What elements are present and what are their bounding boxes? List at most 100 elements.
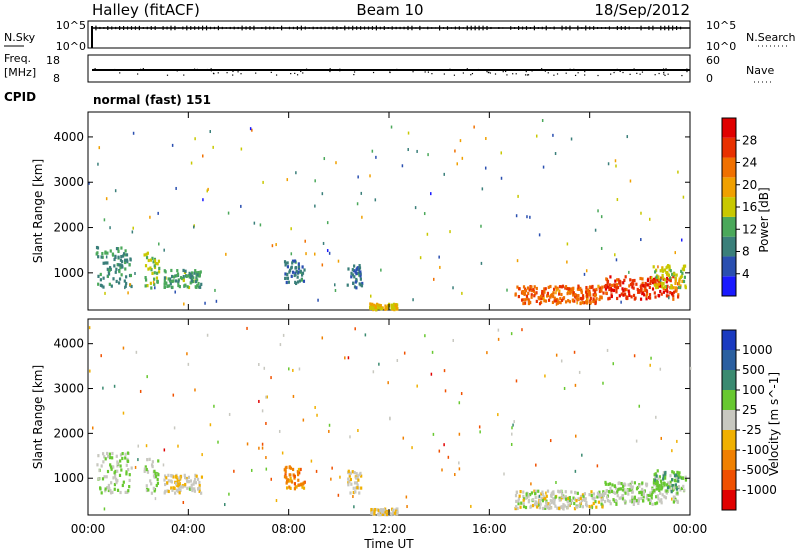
nave-sample [296, 74, 299, 76]
range-gate-cell [391, 511, 394, 515]
range-gate-cell [637, 499, 641, 503]
range-gate-cell [669, 285, 672, 290]
nave-sample [193, 68, 196, 70]
range-gate-cell [628, 284, 631, 288]
range-gate-cell [153, 277, 156, 281]
range-gate-cell [682, 279, 686, 284]
range-gate-cell [550, 492, 554, 496]
range-gate-cell [662, 281, 665, 286]
range-gate-cell [170, 486, 173, 490]
range-gate-cell [104, 261, 107, 265]
range-gate-cell [164, 270, 167, 274]
range-gate-cell [194, 269, 197, 273]
range-gate-cell [458, 467, 461, 471]
range-gate-cell [284, 469, 287, 474]
range-gate-cell [629, 179, 632, 183]
range-gate-cell [195, 276, 198, 280]
range-gate-cell [645, 496, 649, 500]
range-gate-cell [486, 351, 488, 355]
y-tick-label: 2000 [53, 426, 84, 440]
range-gate-cell [118, 277, 122, 281]
range-gate-cell [146, 251, 149, 255]
range-gate-cell [601, 497, 604, 501]
nave-sample [578, 69, 580, 71]
range-gate-cell [148, 457, 151, 461]
range-gate-cell [390, 125, 393, 129]
range-gate-cell [379, 304, 382, 308]
range-gate-cell [556, 506, 559, 510]
range-gate-cell [286, 178, 289, 182]
range-gate-cell [684, 478, 688, 482]
range-gate-cell [290, 274, 293, 278]
range-gate-cell [577, 497, 580, 501]
range-gate-cell [644, 283, 647, 287]
colorbar-segment [722, 450, 736, 470]
range-gate-cell [114, 189, 117, 193]
range-gate-cell [346, 283, 349, 287]
range-gate-cell [611, 283, 614, 287]
range-gate-cell [641, 481, 644, 485]
range-gate-cell [662, 484, 665, 488]
nave-sample [681, 74, 683, 77]
range-gate-cell [396, 358, 399, 362]
range-gate-cell [646, 279, 650, 283]
range-gate-cell [524, 298, 527, 302]
range-gate-cell [653, 283, 656, 287]
range-gate-cell [106, 251, 109, 255]
range-gate-cell [284, 261, 288, 265]
nave-tick-bottom: 0 [706, 72, 713, 85]
range-gate-cell [649, 279, 652, 283]
range-gate-cell [569, 501, 572, 505]
range-gate-cell [473, 125, 475, 129]
range-gate-cell [192, 279, 195, 284]
range-gate-cell [660, 501, 663, 505]
nave-sample [505, 70, 507, 73]
range-gate-cell [288, 270, 291, 274]
range-gate-cell [125, 275, 128, 279]
range-gate-cell [683, 264, 687, 268]
range-gate-cell [667, 273, 670, 277]
nave-sample [380, 69, 382, 71]
range-gate-cell [553, 497, 557, 501]
range-gate-cell [104, 291, 106, 295]
range-gate-cell [608, 482, 612, 486]
range-gate-cell [168, 284, 171, 288]
range-gate-cell [534, 292, 537, 296]
range-gate-cell [614, 486, 618, 490]
range-gate-cell [680, 238, 683, 242]
range-gate-cell [187, 475, 190, 479]
range-gate-cell [129, 283, 131, 287]
range-gate-cell [182, 500, 185, 504]
range-gate-cell [438, 449, 441, 453]
nave-sample [486, 71, 488, 73]
range-gate-cell [660, 484, 663, 489]
range-gate-cell [675, 473, 678, 477]
range-gate-cell [246, 442, 249, 446]
range-gate-cell [537, 495, 540, 499]
range-gate-cell [660, 292, 663, 296]
range-gate-cell [615, 258, 618, 262]
range-gate-cell [631, 495, 634, 499]
range-gate-cell [641, 281, 644, 285]
range-gate-cell [549, 295, 552, 299]
range-gate-cell [551, 300, 555, 305]
range-gate-cell [380, 307, 383, 311]
range-gate-cell [675, 477, 678, 481]
range-gate-cell [447, 455, 450, 459]
x-tick-label: 00:00 [673, 522, 708, 536]
range-gate-cell [378, 362, 380, 366]
range-gate-cell [416, 149, 418, 153]
nave-sample [512, 73, 514, 75]
range-gate-cell [193, 480, 196, 484]
range-gate-cell [110, 481, 113, 485]
range-gate-cell [124, 452, 127, 456]
range-gate-cell [194, 285, 197, 289]
range-gate-cell [602, 291, 605, 295]
beam-title: Beam 10 [356, 1, 423, 19]
range-gate-cell [607, 297, 610, 301]
nave-sample [290, 73, 292, 75]
range-gate-cell [147, 258, 150, 263]
range-gate-cell [622, 483, 625, 487]
range-gate-cell [157, 459, 160, 463]
nave-sample [226, 72, 228, 74]
